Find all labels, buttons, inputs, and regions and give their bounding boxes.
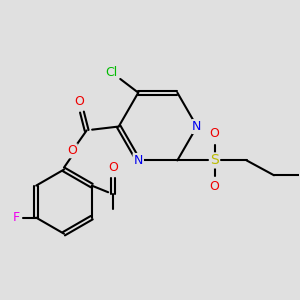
Text: O: O	[108, 161, 118, 174]
Text: O: O	[67, 144, 77, 157]
Text: S: S	[210, 153, 219, 167]
Text: O: O	[210, 127, 220, 140]
Text: Cl: Cl	[106, 66, 118, 79]
Text: N: N	[134, 154, 143, 167]
Text: O: O	[75, 95, 85, 108]
Text: N: N	[192, 120, 202, 133]
Text: F: F	[13, 211, 20, 224]
Text: O: O	[210, 181, 220, 194]
